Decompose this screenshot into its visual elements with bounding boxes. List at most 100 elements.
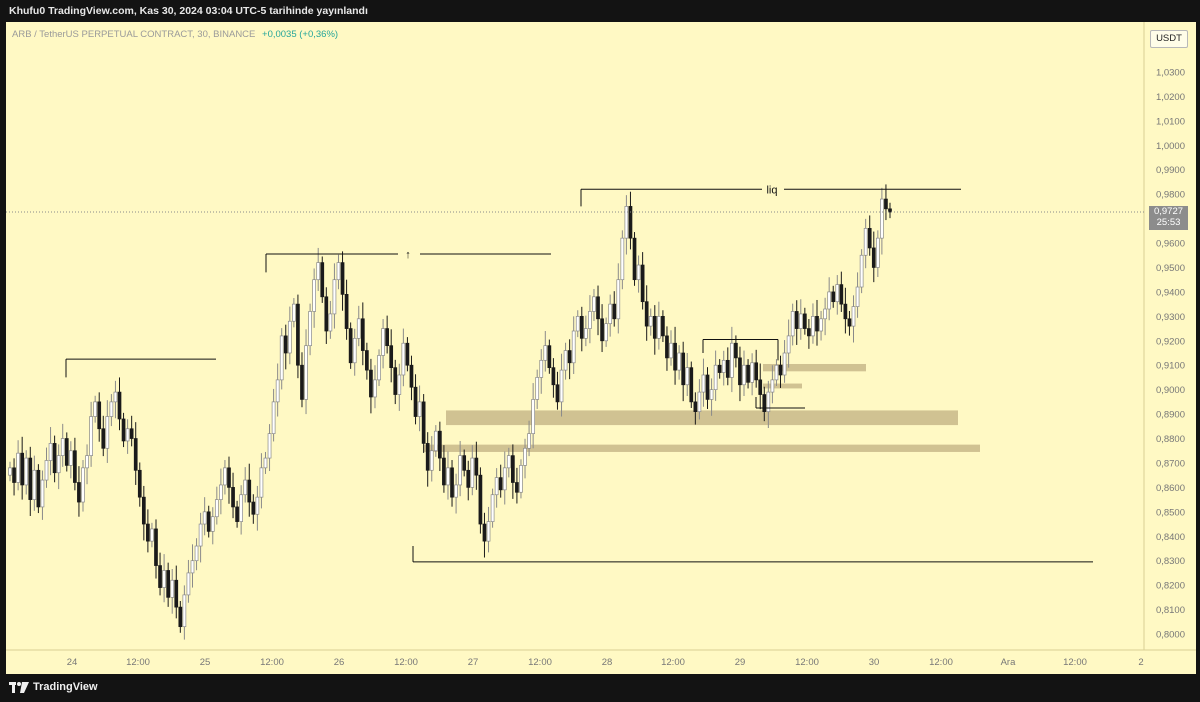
candle-bearish[interactable]: [555, 384, 560, 403]
candle-bearish[interactable]: [64, 438, 69, 466]
candle-bearish[interactable]: [121, 418, 126, 442]
candle-bearish[interactable]: [705, 374, 710, 400]
candle-bullish[interactable]: [454, 484, 458, 498]
candle-bullish[interactable]: [8, 467, 12, 476]
candle-bullish[interactable]: [105, 416, 110, 449]
candle-bearish[interactable]: [393, 367, 398, 395]
candle-bearish[interactable]: [389, 345, 394, 369]
candle-bearish[interactable]: [693, 401, 698, 412]
candle-bullish[interactable]: [604, 323, 608, 342]
tradingview-logo[interactable]: TradingView: [9, 681, 98, 693]
candle-bearish[interactable]: [547, 345, 552, 369]
candle-bearish[interactable]: [158, 565, 162, 588]
candle-bearish[interactable]: [579, 315, 584, 339]
candle-bullish[interactable]: [186, 572, 191, 596]
candle-bearish[interactable]: [413, 386, 418, 417]
candle-bearish[interactable]: [450, 467, 454, 498]
candle-bearish[interactable]: [725, 359, 730, 378]
candle-bullish[interactable]: [328, 313, 333, 332]
candle-bullish[interactable]: [502, 467, 507, 491]
candle-bearish[interactable]: [652, 315, 657, 339]
candle-bearish[interactable]: [551, 367, 556, 386]
candle-bearish[interactable]: [36, 469, 41, 508]
chart-area[interactable]: ↑ liq 1,0300 1,0200 1,0100 1,0000 0,9900 0,9800…: [6, 22, 1196, 674]
candle-bearish[interactable]: [628, 206, 633, 239]
candle-bearish[interactable]: [52, 443, 57, 474]
candle-bullish[interactable]: [446, 467, 450, 486]
candle-bullish[interactable]: [563, 350, 568, 371]
candle-bearish[interactable]: [146, 523, 150, 542]
candle-bullish[interactable]: [292, 303, 296, 322]
candle-bullish[interactable]: [490, 494, 495, 522]
candle-bearish[interactable]: [129, 428, 134, 439]
candle-bullish[interactable]: [620, 237, 625, 281]
candle-bullish[interactable]: [275, 379, 280, 403]
candle-bullish[interactable]: [527, 433, 531, 449]
candle-bullish[interactable]: [125, 428, 130, 442]
candle-bullish[interactable]: [648, 315, 653, 327]
candle-bullish[interactable]: [239, 494, 244, 522]
candle-bearish[interactable]: [807, 328, 811, 337]
candle-bearish[interactable]: [612, 303, 617, 320]
candle-bearish[interactable]: [498, 477, 503, 491]
candle-bearish[interactable]: [365, 350, 369, 371]
candle-bearish[interactable]: [300, 364, 304, 400]
candle-bullish[interactable]: [539, 359, 544, 378]
candle-bullish[interactable]: [194, 545, 199, 562]
candle-bullish[interactable]: [742, 364, 746, 386]
candle-bullish[interactable]: [279, 335, 284, 381]
candle-bullish[interactable]: [202, 511, 207, 525]
candle-bearish[interactable]: [340, 262, 345, 295]
candle-bullish[interactable]: [198, 523, 203, 547]
candle-bullish[interactable]: [494, 477, 499, 496]
supply-demand-zone[interactable]: [763, 383, 802, 389]
candle-bearish[interactable]: [117, 391, 122, 420]
candle-bearish[interactable]: [600, 318, 604, 342]
currency-button[interactable]: USDT: [1150, 30, 1188, 48]
candle-bearish[interactable]: [462, 455, 467, 471]
candle-bullish[interactable]: [377, 355, 381, 381]
candle-bearish[interactable]: [888, 208, 892, 213]
candle-bearish[interactable]: [681, 352, 686, 386]
candle-bearish[interactable]: [206, 511, 211, 532]
candle-bearish[interactable]: [689, 367, 694, 403]
candle-bullish[interactable]: [287, 320, 292, 354]
candle-bearish[interactable]: [12, 467, 16, 483]
candle-bearish[interactable]: [661, 315, 665, 337]
candle-bearish[interactable]: [762, 394, 767, 412]
candle-bullish[interactable]: [336, 262, 341, 281]
candle-bullish[interactable]: [429, 450, 434, 471]
candle-bearish[interactable]: [296, 303, 300, 366]
candle-bearish[interactable]: [831, 291, 836, 303]
candle-bullish[interactable]: [60, 438, 65, 456]
candle-bullish[interactable]: [182, 594, 187, 628]
candle-bullish[interactable]: [223, 467, 227, 486]
candle-bearish[interactable]: [178, 606, 183, 628]
candle-bearish[interactable]: [133, 438, 138, 471]
candle-bullish[interactable]: [16, 452, 20, 483]
candle-bullish[interactable]: [316, 262, 321, 281]
candle-bullish[interactable]: [636, 264, 641, 281]
candle-bearish[interactable]: [884, 198, 888, 210]
candle-bearish[interactable]: [385, 328, 389, 347]
candle-bearish[interactable]: [754, 362, 759, 381]
candle-bullish[interactable]: [531, 399, 535, 434]
candle-bearish[interactable]: [466, 469, 471, 488]
candle-bearish[interactable]: [665, 335, 669, 359]
candle-bearish[interactable]: [482, 523, 487, 542]
candle-bearish[interactable]: [409, 364, 414, 388]
candle-bearish[interactable]: [746, 364, 750, 383]
candle-bullish[interactable]: [875, 237, 880, 268]
candle-bearish[interactable]: [596, 296, 600, 320]
candle-bullish[interactable]: [835, 284, 840, 303]
candle-bullish[interactable]: [470, 457, 475, 488]
candle-bearish[interactable]: [344, 294, 349, 329]
candle-bullish[interactable]: [308, 311, 312, 347]
candle-bullish[interactable]: [571, 330, 576, 364]
candle-bearish[interactable]: [478, 474, 483, 525]
candle-bullish[interactable]: [89, 416, 93, 456]
candle-bullish[interactable]: [397, 374, 402, 395]
candle-bullish[interactable]: [616, 279, 621, 320]
candle-bearish[interactable]: [348, 328, 353, 364]
candle-bullish[interactable]: [373, 379, 377, 398]
